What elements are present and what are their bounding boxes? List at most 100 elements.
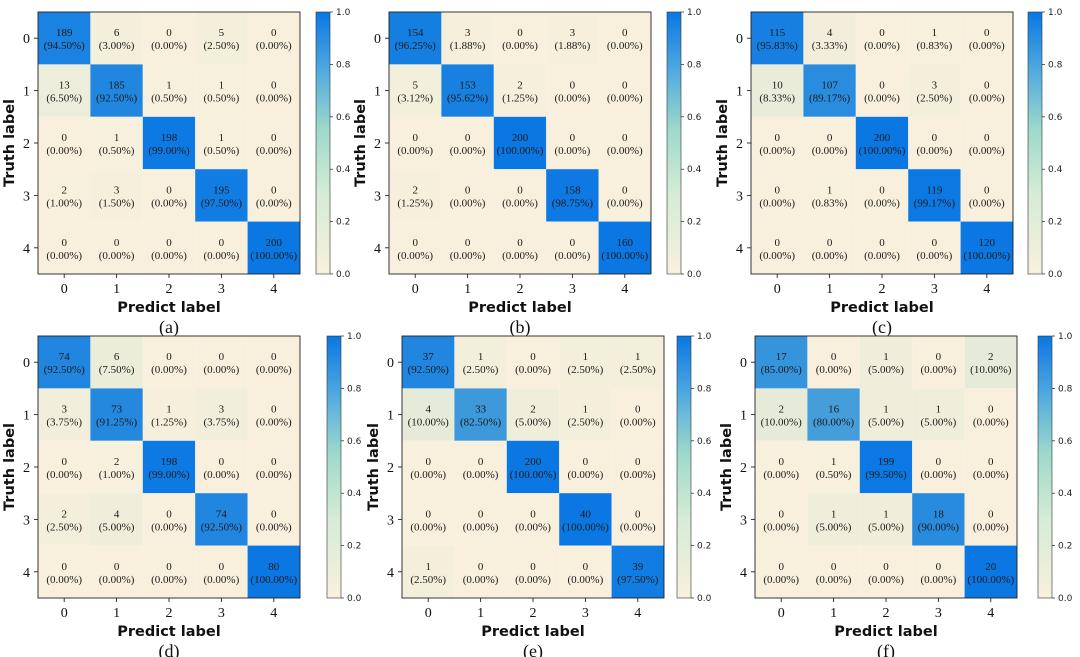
cell-count: 0 [517, 27, 523, 39]
cell-percent: (99.50%) [865, 469, 907, 481]
matrix-cell [441, 64, 494, 117]
cell-count: 0 [984, 132, 990, 144]
cell-count: 2 [61, 184, 67, 196]
matrix-cell [389, 116, 442, 170]
cell-percent: (0.00%) [256, 469, 292, 481]
cell-count: 0 [879, 237, 885, 249]
matrix-cell [195, 493, 248, 546]
x-tick-label: 4 [621, 282, 628, 297]
cell-percent: (1.50%) [99, 197, 135, 209]
cell-count: 0 [425, 508, 431, 520]
matrix-cell [908, 64, 961, 117]
matrix-cell [402, 493, 455, 546]
cell-percent: (0.50%) [204, 145, 240, 157]
cell-percent: (100.00%) [859, 145, 906, 157]
cell-percent: (0.00%) [410, 521, 446, 533]
x-tick-label: 1 [826, 282, 833, 297]
cell-count: 0 [219, 237, 225, 249]
cell-count: 0 [271, 132, 277, 144]
cell-percent: (0.00%) [864, 197, 900, 209]
y-axis-title: Truth label [719, 423, 735, 511]
cell-percent: (0.00%) [759, 197, 795, 209]
matrix-cell [493, 64, 547, 117]
matrix-cell [90, 116, 143, 170]
matrix-cell [960, 169, 1013, 222]
y-tick-label: 2 [740, 461, 747, 476]
matrix-cell [803, 64, 856, 117]
cell-percent: (0.00%) [515, 574, 551, 586]
matrix-cell [38, 12, 91, 65]
matrix-cell [855, 12, 909, 65]
x-tick-label: 3 [218, 282, 225, 297]
colorbar-tick-label: 0.8 [1048, 60, 1063, 70]
colorbar-tick-label: 0.4 [347, 489, 362, 499]
cell-percent: (1.00%) [99, 469, 135, 481]
cell-percent: (5.00%) [868, 364, 904, 376]
cell-percent: (1.25%) [397, 197, 433, 209]
matrix-cell [908, 221, 961, 274]
x-tick-label: 1 [464, 282, 471, 297]
matrix-cell [859, 545, 913, 598]
matrix-cell [493, 116, 547, 170]
x-axis-title: Predict label [117, 300, 220, 316]
y-axis-title: Truth label [2, 423, 18, 511]
matrix-cell [389, 169, 442, 222]
matrix-cell [195, 116, 248, 170]
cell-count: 0 [114, 561, 120, 573]
x-tick-label: 0 [61, 606, 68, 621]
x-tick-label: 4 [983, 282, 990, 297]
cell-percent: (99.00%) [148, 469, 190, 481]
x-tick-label: 4 [987, 606, 994, 621]
cell-count: 0 [517, 184, 523, 196]
matrix-cell [247, 440, 300, 494]
y-tick-label: 0 [23, 32, 30, 47]
cell-count: 0 [827, 132, 833, 144]
cell-count: 3 [465, 27, 471, 39]
cell-percent: (0.00%) [763, 574, 799, 586]
cell-percent: (2.50%) [46, 521, 82, 533]
cell-count: 5 [219, 27, 225, 39]
cell-percent: (0.00%) [256, 145, 292, 157]
matrix-cell [859, 336, 913, 389]
x-tick-label: 3 [582, 606, 589, 621]
x-tick-label: 4 [270, 282, 277, 297]
cell-percent: (0.00%) [921, 469, 957, 481]
cell-percent: (100.00%) [497, 145, 544, 157]
colorbar [326, 335, 342, 599]
x-tick-label: 4 [270, 606, 277, 621]
x-tick-label: 0 [774, 282, 781, 297]
cell-count: 200 [512, 132, 529, 144]
cell-percent: (0.00%) [397, 145, 433, 157]
cell-count: 3 [570, 27, 576, 39]
colorbar-tick-label: 0.6 [697, 437, 712, 447]
cell-percent: (0.00%) [868, 574, 904, 586]
cell-count: 0 [271, 184, 277, 196]
cell-percent: (2.50%) [204, 40, 240, 52]
y-tick-label: 2 [23, 461, 30, 476]
colorbar-tick-label: 1.0 [1058, 332, 1073, 342]
cell-count: 0 [583, 456, 589, 468]
cell-percent: (0.00%) [555, 145, 591, 157]
y-tick-label: 3 [740, 513, 747, 528]
panel-label: (a) [159, 317, 179, 338]
y-tick-label: 2 [387, 461, 394, 476]
cell-count: 0 [988, 508, 994, 520]
cell-count: 198 [161, 132, 178, 144]
cell-count: 40 [580, 508, 592, 520]
cell-count: 2 [778, 404, 784, 416]
cell-count: 154 [407, 27, 424, 39]
matrix-cell [611, 388, 664, 441]
x-tick-label: 0 [412, 282, 419, 297]
matrix-cell [247, 493, 300, 546]
matrix-cell [751, 169, 804, 222]
matrix-cell [546, 116, 599, 170]
matrix-cell [912, 388, 965, 441]
matrix-cell [960, 12, 1013, 65]
colorbar-tick-label: 0.0 [687, 270, 702, 280]
matrix-cell [964, 388, 1017, 441]
cell-count: 0 [412, 132, 418, 144]
cell-count: 0 [271, 508, 277, 520]
matrix-cell [389, 64, 442, 117]
matrix-cell [90, 440, 143, 494]
cell-count: 13 [59, 80, 71, 92]
